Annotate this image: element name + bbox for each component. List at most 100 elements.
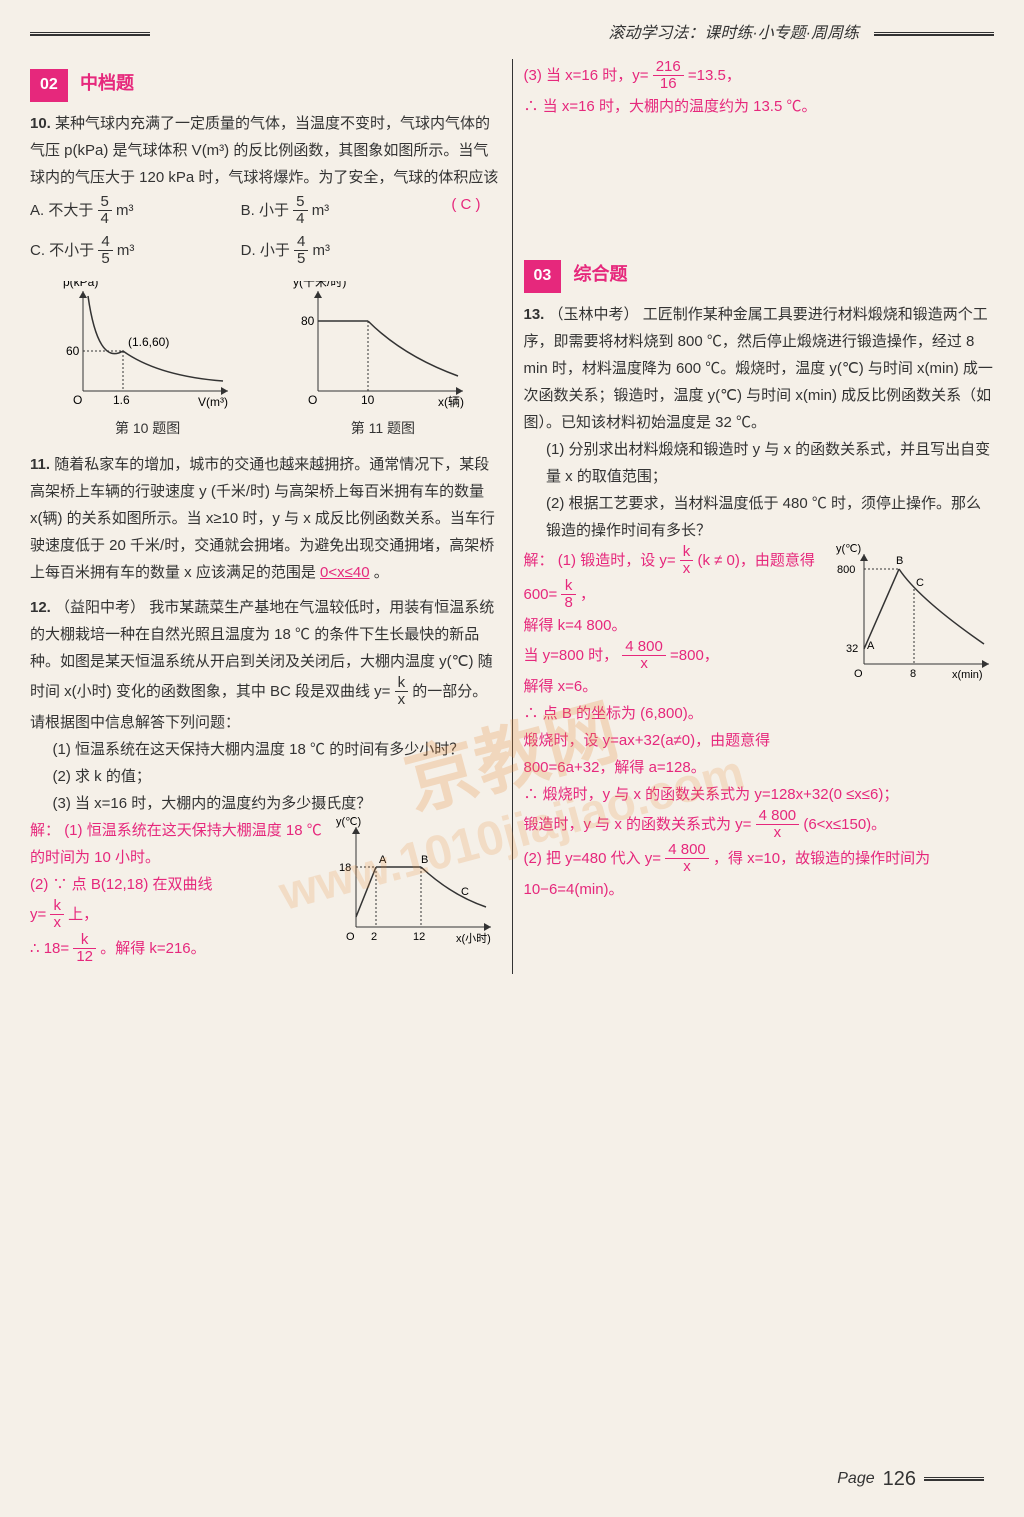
q13-ptc: C (916, 577, 924, 589)
q12-s2f2n: k (73, 932, 96, 950)
q13-sol1k: ∴ 煅烧时，y 与 x 的函数关系式为 y=128x+32(0 ≤x≤6)； (524, 781, 995, 808)
q10-answer: ( C ) (451, 191, 480, 218)
page-header: 滚动学习法：课时练·小专题·周周练 (30, 20, 994, 49)
q13-sol1m: (6<x≤150)。 (803, 816, 886, 833)
question-11: 11. 随着私家车的增加，城市的交通也越来越拥挤。通常情况下，某段高架桥上车辆的… (30, 451, 501, 586)
q12-sol2a: (2) ∵ 点 B(12,18) 在双曲线 (30, 876, 213, 893)
q13-sol2: (2) 把 y=480 代入 y= 4 800x ，得 x=10，故锻造的操作时… (524, 842, 995, 903)
page-footer: Page 126 (837, 1461, 984, 1497)
q11-xlabel: x(辆) (438, 395, 464, 409)
section-02-header: 02 中档题 (30, 67, 501, 102)
question-13: 13. （玉林中考） 工匠制作某种金属工具要进行材料煅烧和锻造两个工序，即需要将… (524, 301, 995, 903)
q13-s1fn: k (680, 544, 694, 562)
q10-text: 某种气球内充满了一定质量的气体，当温度不变时，气球内气体的气压 p(kPa) 是… (30, 115, 498, 186)
q10-graph-box: p(kPa) V(m³) 60 1.6 (1.6,60) O 第 10 题图 (58, 281, 238, 441)
q13-s1f4d: x (756, 825, 800, 842)
q11-ylabel: y(千米/时) (293, 281, 346, 289)
q11-number: 11. (30, 456, 50, 473)
q12-sub1: (1) 恒温系统在这天保持大棚内温度 18 ℃ 的时间有多少小时？ (30, 736, 501, 763)
q13-sol1a: (1) 锻造时，设 y= (558, 552, 676, 569)
q12-sol2d: ∴ 18= (30, 940, 69, 957)
header-lines-right (874, 32, 994, 36)
column-divider (512, 59, 513, 974)
q12-ylabel: y(℃) (336, 817, 361, 828)
q11-caption: 第 11 题图 (293, 416, 473, 441)
q10-a-num: 5 (98, 194, 112, 212)
q12-sol1: (1) 恒温系统在这天保持大棚温度 18 ℃ 的时间为 10 小时。 (30, 822, 322, 866)
q13-text: 工匠制作某种金属工具要进行材料煅烧和锻造两个工序，即需要将材料烧到 800 ℃，… (524, 306, 993, 431)
q10-b-num: 5 (293, 194, 307, 212)
q12-sol3c: ∴ 当 x=16 时，大棚内的温度约为 13.5 ℃。 (524, 93, 995, 120)
q13-s1f4n: 4 800 (756, 808, 800, 826)
q13-sol1f: =800， (670, 647, 719, 664)
q10-opt-d-label: D. 小于 (241, 242, 290, 259)
q10-a-unit: m³ (116, 202, 134, 219)
q10-origin: O (73, 393, 82, 407)
question-12: 12. （益阳中考） 我市某蔬菜生产基地在气温较低时，用装有恒温系统的大棚栽培一… (30, 594, 501, 966)
q12-graph: y(℃) x(小时) 18 2 12 O A B C (331, 817, 501, 947)
q11-ytick: 80 (301, 314, 315, 328)
q11-graph-box: y(千米/时) x(辆) 80 10 O 第 11 题图 (293, 281, 473, 441)
q13-xtick: 8 (910, 668, 916, 680)
section-02-title: 中档题 (80, 73, 134, 93)
q12-sub2: (2) 求 k 的值； (30, 763, 501, 790)
q10-point: (1.6,60) (128, 335, 169, 349)
q13-sol1j: 800=6a+32，解得 a=128。 (524, 754, 995, 781)
q10-graph: p(kPa) V(m³) 60 1.6 (1.6,60) O (58, 281, 238, 411)
q11-xtick: 10 (361, 393, 375, 407)
q12-s3fn: 216 (653, 59, 684, 77)
q13-sol1h: ∴ 点 B 的坐标为 (6,800)。 (524, 700, 995, 727)
section-02-badge: 02 (30, 69, 68, 102)
spacer (524, 120, 995, 250)
section-03-header: 03 综合题 (524, 258, 995, 293)
q12-fden: x (395, 692, 409, 709)
q12-xtick1: 2 (371, 931, 377, 943)
section-03-title: 综合题 (573, 264, 627, 284)
page-number: 126 (883, 1461, 916, 1497)
q10-opt-a: A. 不大于 54 m³ (30, 191, 241, 231)
q13-sol1e: 当 y=800 时， (524, 647, 619, 664)
q13-source: （玉林中考） (549, 306, 639, 323)
q10-opt-a-label: A. 不大于 (30, 202, 93, 219)
q10-number: 10. (30, 115, 51, 132)
q13-s1f3d: x (622, 656, 666, 673)
q13-ylabel: y(℃) (836, 544, 861, 555)
q13-graph-wrap: y(℃) x(min) 800 32 8 O A B C (834, 544, 994, 684)
q13-sol1i: 煅烧时，设 y=ax+32(a≠0)，由题意得 (524, 727, 995, 754)
q12-sol3a: (3) 当 x=16 时，y= (524, 67, 649, 84)
q11-graph: y(千米/时) x(辆) 80 10 O (293, 281, 473, 411)
q13-graph: y(℃) x(min) 800 32 8 O A B C (834, 544, 994, 684)
q10-b-unit: m³ (312, 202, 330, 219)
q12-ptc: C (461, 886, 469, 898)
q10-xlabel: V(m³) (198, 395, 228, 409)
q10-c-unit: m³ (117, 242, 135, 259)
q13-sub2: (2) 根据工艺要求，当材料温度低于 480 ℃ 时，须停止操作。那么锻造的操作… (524, 490, 995, 544)
q13-s2fn: 4 800 (665, 842, 709, 860)
q10-opt-b: B. 小于 54 m³ (241, 191, 452, 231)
q13-s1fd: x (680, 561, 694, 578)
q12-sol2e: 。解得 k=216。 (100, 940, 205, 957)
graphs-10-11: p(kPa) V(m³) 60 1.6 (1.6,60) O 第 10 题图 (30, 281, 501, 441)
q12-fnum: k (395, 675, 409, 693)
q12-sol3b: =13.5， (688, 67, 741, 84)
section-03-badge: 03 (524, 260, 562, 293)
footer-lines (924, 1477, 984, 1481)
q13-origin: O (854, 668, 863, 680)
q13-sub1: (1) 分别求出材料煅烧和锻造时 y 与 x 的函数关系式，并且写出自变量 x … (524, 436, 995, 490)
q13-sollabel: 解： (524, 552, 554, 569)
q10-d-unit: m³ (313, 242, 331, 259)
q12-xtick2: 12 (413, 931, 425, 943)
q11-origin: O (308, 393, 317, 407)
q12-s2f2d: 12 (73, 949, 96, 966)
q12-sollabel: 解： (30, 822, 60, 839)
q12-number: 12. (30, 599, 51, 616)
q13-sol1c: ， (580, 586, 595, 603)
q10-c-den: 5 (98, 251, 112, 268)
q10-caption: 第 10 题图 (58, 416, 238, 441)
q13-pta: A (867, 640, 875, 652)
q10-a-den: 4 (98, 211, 112, 228)
q12-graph-wrap: y(℃) x(小时) 18 2 12 O A B C (331, 817, 501, 947)
q12-s2fd: x (50, 915, 64, 932)
q13-sol2a: (2) 把 y=480 代入 y= (524, 850, 662, 867)
q12-s2fn: k (50, 898, 64, 916)
